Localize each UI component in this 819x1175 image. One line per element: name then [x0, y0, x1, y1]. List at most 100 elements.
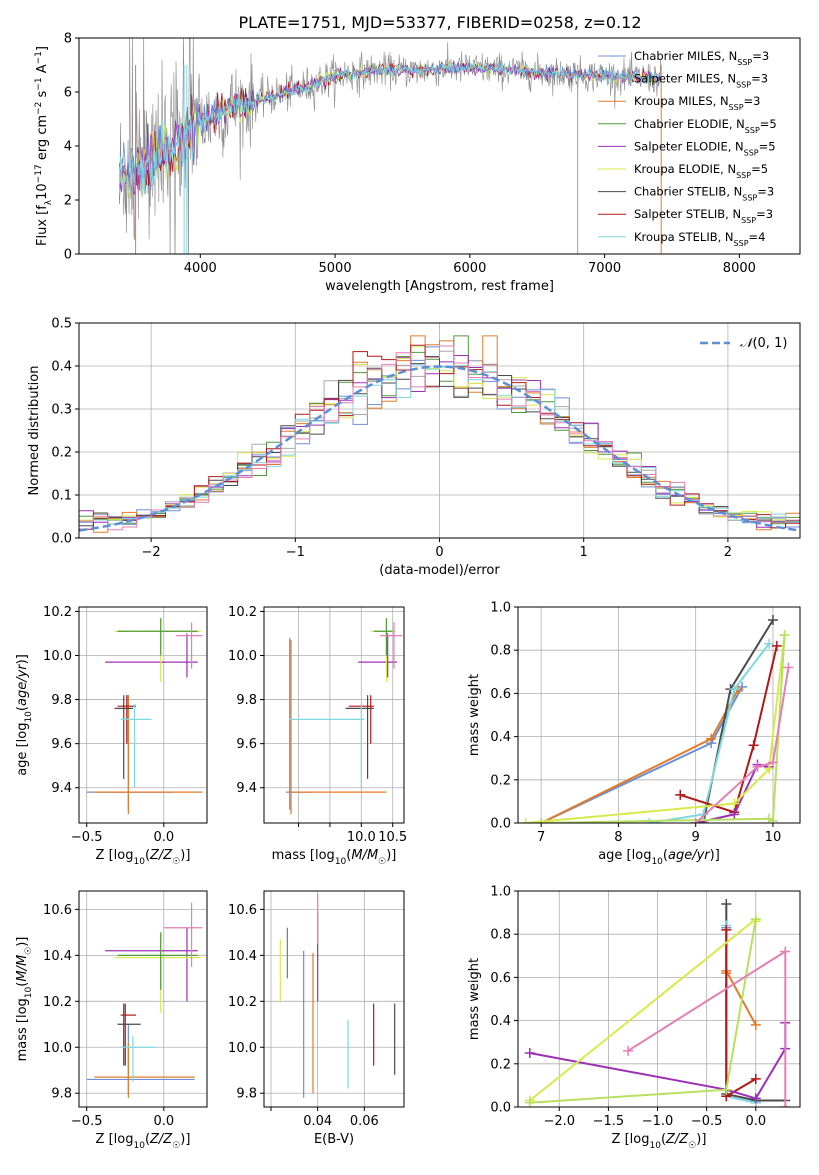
legend-label: Kroupa MILES, NSSP=3 — [634, 94, 760, 112]
y-tick-label: 9.6 — [51, 737, 72, 752]
y-tick-label: 0.0 — [490, 817, 511, 832]
residual-histogram — [79, 356, 800, 527]
x-axis-label: (data-model)/error — [379, 563, 500, 578]
x-tick-label: −2 — [142, 545, 161, 560]
weight-marker — [536, 818, 547, 823]
weight-marker — [750, 1019, 761, 1030]
y-tick-label: 1.0 — [490, 601, 511, 616]
legend-label: Chabrier MILES, NSSP=3 — [634, 49, 769, 67]
y-axis-label: age [log10(age/yr)] — [15, 654, 34, 776]
y-tick-label: 9.6 — [236, 737, 257, 752]
x-tick-label: 2 — [724, 545, 732, 560]
plot-area-weight-vs-age — [520, 614, 794, 823]
y-tick-label: 0.4 — [51, 360, 72, 375]
weight-marker — [520, 818, 531, 823]
x-tick-label: 1 — [580, 545, 588, 560]
weight-marker — [729, 684, 740, 695]
x-tick-label: 10 — [765, 830, 782, 845]
panel-mass-vs-ebv: 0.04 0.06 9.8 10.0 10.2 10.4 10.6 E(B-V) — [228, 890, 405, 1147]
y-tick-label: 10.6 — [43, 903, 72, 918]
x-tick-label: −0.5 — [71, 830, 103, 845]
x-tick-label: 4000 — [184, 261, 217, 276]
x-tick-label: −1.0 — [642, 1114, 674, 1129]
weight-marker — [675, 789, 686, 800]
spectrum-model-line — [119, 60, 662, 200]
axes-frame — [263, 606, 405, 824]
y-tick-label: 0.0 — [51, 532, 72, 547]
y-tick-label: 0.6 — [490, 971, 511, 986]
plot-area-age-vs-mass — [285, 618, 403, 815]
weight-marker — [750, 1073, 761, 1084]
weight-line — [725, 925, 757, 1104]
y-tick-label: 1.0 — [490, 885, 511, 900]
y-axis-label: mass weight — [467, 674, 482, 756]
x-tick-label: 7000 — [588, 261, 621, 276]
x-tick-label: −1.5 — [593, 1114, 625, 1129]
y-tick-label: 0.6 — [490, 687, 511, 702]
x-axis-label: Z [log10(Z/Z☉)] — [96, 848, 191, 867]
spectrum-model-line — [119, 62, 661, 205]
x-tick-label: 0 — [435, 545, 443, 560]
x-tick-label: 0.0 — [153, 830, 174, 845]
y-tick-label: 9.8 — [51, 693, 72, 708]
y-tick-label: 0.2 — [490, 773, 511, 788]
weight-marker — [767, 614, 778, 625]
y-tick-label: 0 — [64, 248, 72, 263]
y-tick-label: 9.8 — [236, 1087, 257, 1102]
y-tick-label: 10.4 — [228, 949, 257, 964]
y-tick-label: 10.2 — [228, 605, 257, 620]
weight-marker — [748, 740, 759, 751]
weight-line — [695, 667, 790, 823]
y-tick-label: 0.0 — [490, 1101, 511, 1116]
y-tick-label: 9.4 — [51, 781, 72, 796]
weight-line — [679, 645, 778, 814]
panel-residuals: 𝒩(0, 1) −2 −1 0 1 2 0.0 0.1 0.2 0.3 0.4 0.5 (data-mo… — [27, 317, 801, 578]
axes-frame — [263, 890, 405, 1108]
weight-line — [541, 635, 786, 823]
y-tick-label: 0.2 — [51, 446, 72, 461]
weight-marker — [729, 809, 740, 820]
y-tick-label: 6 — [64, 86, 72, 101]
y-tick-label: 0.5 — [51, 317, 72, 332]
y-tick-label: 0.1 — [51, 489, 72, 504]
x-axis-label: age [log10(age/yr)] — [598, 848, 720, 867]
weight-line — [649, 643, 770, 823]
spectrum-legend: Chabrier MILES, NSSP=3 Salpeter MILES, NS… — [598, 49, 777, 247]
weight-marker — [750, 1093, 761, 1104]
y-tick-label: 8 — [64, 32, 72, 47]
x-tick-label: −0.5 — [71, 1114, 103, 1129]
y-tick-label: 10.0 — [228, 1041, 257, 1056]
figure-title: PLATE=1751, MJD=53377, FIBERID=0258, z=0… — [238, 13, 641, 32]
y-tick-label: 10.2 — [43, 605, 72, 620]
y-tick-label: 10.2 — [228, 995, 257, 1010]
weight-marker — [644, 818, 655, 823]
axes-frame — [78, 890, 208, 1108]
plot-area-spectrum — [119, 38, 662, 254]
y-tick-label: 10.0 — [43, 649, 72, 664]
x-tick-label: 0.0 — [153, 1114, 174, 1129]
weight-marker — [764, 764, 775, 774]
x-tick-label: 8 — [614, 830, 622, 845]
y-tick-label: 9.8 — [51, 1087, 72, 1102]
axes-frame — [78, 606, 208, 824]
x-axis-label: wavelength [Angstrom, rest frame] — [325, 279, 554, 294]
x-tick-label: 0.04 — [303, 1114, 332, 1129]
y-tick-label: 0.8 — [490, 928, 511, 943]
weight-marker — [524, 1097, 535, 1107]
weight-marker — [750, 914, 761, 925]
weight-marker — [783, 662, 794, 673]
weight-marker — [721, 1084, 732, 1095]
plot-area-mass-vs-ebv — [279, 893, 396, 1098]
weight-marker — [767, 815, 778, 823]
y-tick-label: 10.0 — [228, 649, 257, 664]
x-axis-label: Z [log10(Z/Z☉)] — [612, 1132, 707, 1151]
x-tick-label: −2.0 — [543, 1114, 575, 1129]
weight-marker — [752, 761, 763, 772]
residual-histogram — [79, 345, 800, 531]
legend-label: Chabrier ELODIE, NSSP=5 — [634, 117, 777, 135]
residual-histogram — [79, 364, 800, 525]
weight-marker — [690, 818, 701, 823]
y-tick-label: 10.2 — [43, 995, 72, 1010]
x-axis-label: E(B-V) — [314, 1132, 354, 1147]
weight-marker — [698, 809, 709, 820]
